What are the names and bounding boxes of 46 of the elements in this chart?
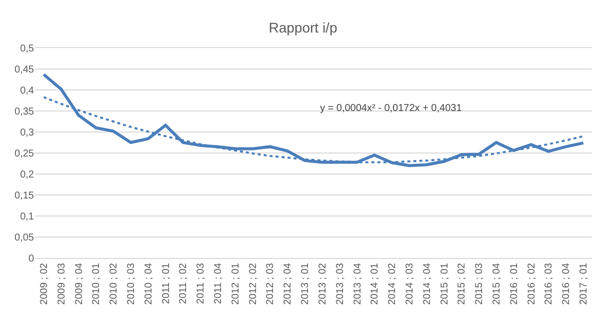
chart-title: Rapport i/p — [268, 19, 338, 36]
x-tick-label: 2016 ; 04 — [561, 262, 572, 305]
x-tick-label: 2014 ; 01 — [370, 262, 381, 305]
x-tick-label: 2010 ; 04 — [143, 262, 154, 305]
x-tick-label: 2011 ; 04 — [213, 262, 224, 304]
x-tick-label: 2011 ; 03 — [196, 262, 207, 304]
x-tick-label: 2009 ; 02 — [38, 262, 50, 305]
x-tick-label: 2012 ; 02 — [248, 262, 259, 305]
x-tick-label: 2015 ; 02 — [456, 262, 468, 305]
x-tick-label: 2017 ; 01 — [578, 262, 590, 305]
y-tick-label: 0,45 — [14, 64, 34, 76]
x-tick-label: 2011 ; 02 — [178, 262, 190, 304]
x-tick-label: 2010 ; 03 — [126, 262, 137, 305]
y-tick-label: 0,15 — [14, 190, 34, 202]
y-tick-label: 0 — [28, 254, 34, 264]
y-tick-label: 0,1 — [20, 212, 34, 222]
x-tick-label: 2016 ; 02 — [526, 262, 538, 305]
x-tick-label: 2014 ; 04 — [422, 262, 433, 305]
y-tick-label: 0,35 — [14, 106, 34, 118]
y-tick-label: 0,05 — [14, 232, 34, 244]
y-tick-label: 0,5 — [20, 44, 34, 54]
x-tick-label: 2015 ; 03 — [474, 262, 486, 305]
x-tick-label: 2011 ; 01 — [160, 262, 172, 304]
x-tick-label: 2015 ; 01 — [439, 262, 450, 305]
x-tick-label: 2010 ; 02 — [108, 262, 120, 305]
x-tick-label: 2009 ; 03 — [56, 262, 68, 305]
y-tick-label: 0,3 — [20, 128, 34, 138]
x-tick-label: 2012 ; 03 — [265, 262, 276, 305]
x-tick-label: 2013 ; 04 — [352, 262, 364, 305]
y-tick-label: 0,25 — [14, 148, 34, 160]
x-tick-label: 2015 ; 04 — [492, 262, 503, 305]
x-tick-label: 2013 ; 02 — [317, 262, 328, 305]
x-tick-label: 2013 ; 03 — [334, 262, 346, 305]
x-tick-label: 2016 ; 03 — [544, 262, 555, 305]
x-tick-label: 2013 ; 01 — [300, 262, 312, 305]
x-tick-label: 2010 ; 01 — [91, 262, 102, 305]
x-tick-label: 2014 ; 03 — [404, 262, 416, 305]
x-tick-label: 2012 ; 01 — [230, 262, 242, 305]
annotation: y = 0,0004x² - 0,0172x + 0,4031 — [320, 103, 462, 114]
y-tick-label: 0,2 — [20, 170, 34, 180]
line-series — [42, 72, 585, 168]
y-tick-label: 0,4 — [20, 86, 34, 96]
x-tick-label: 2012 ; 04 — [282, 262, 294, 305]
x-tick-label: 2014 ; 02 — [387, 262, 398, 305]
x-tick-label: 2016 ; 01 — [508, 262, 520, 305]
x-tick-label: 2009 ; 04 — [74, 262, 85, 305]
